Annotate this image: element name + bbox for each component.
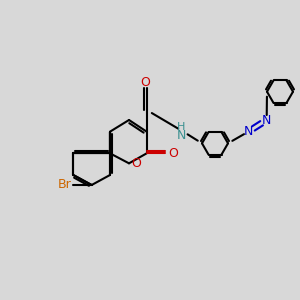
Text: Br: Br xyxy=(58,178,72,191)
Text: O: O xyxy=(131,157,141,170)
Text: O: O xyxy=(141,76,151,89)
Text: N: N xyxy=(262,113,272,127)
Text: O: O xyxy=(168,147,178,160)
Text: N: N xyxy=(244,125,253,138)
Text: N: N xyxy=(177,129,186,142)
Text: H: H xyxy=(177,122,185,132)
